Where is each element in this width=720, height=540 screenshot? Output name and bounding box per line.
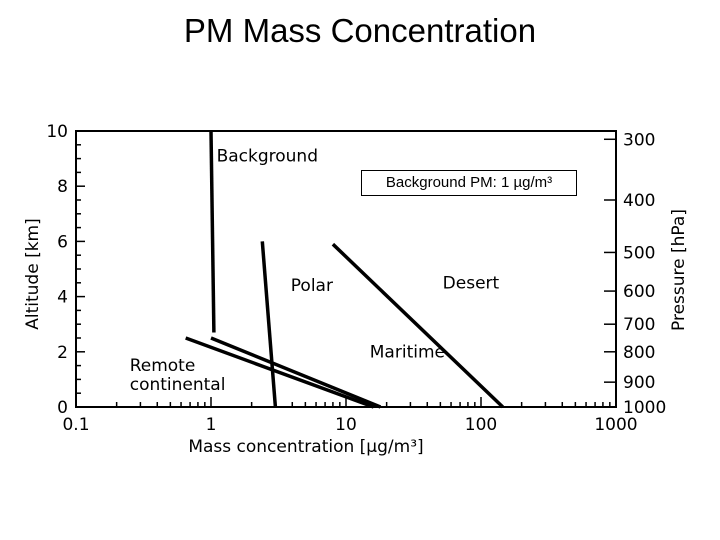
y-tick-label: 4 xyxy=(57,288,68,308)
series-label-remote-continental: Remote continental xyxy=(130,356,226,395)
y-tick-label: 10 xyxy=(46,122,68,142)
series-label-background: Background xyxy=(217,146,318,166)
x-tick-label: 100 xyxy=(465,415,497,435)
series-line-background xyxy=(209,130,216,333)
series-line-polar xyxy=(260,241,278,408)
series-label-maritime: Maritime xyxy=(370,342,445,362)
x-tick-label: 1 xyxy=(206,415,217,435)
y-tick-label: 8 xyxy=(57,177,68,197)
pressure-tick-label: 600 xyxy=(623,282,655,302)
pressure-tick-label: 1000 xyxy=(623,398,666,418)
y-tick-label: 2 xyxy=(57,343,68,363)
y-axis-label: Altitude [km] xyxy=(23,218,43,330)
pressure-tick-label: 500 xyxy=(623,243,655,263)
series-label-desert: Desert xyxy=(443,273,500,293)
y-tick-label: 6 xyxy=(57,232,68,252)
background-pm-note: Background PM: 1 µg/m³ xyxy=(361,170,577,196)
page-title: PM Mass Concentration xyxy=(183,12,537,49)
pressure-tick-label: 400 xyxy=(623,191,655,211)
x-tick-label: 1000 xyxy=(594,415,637,435)
y2-axis-label: Pressure [hPa] xyxy=(669,209,689,331)
pressure-tick-label: 800 xyxy=(623,343,655,363)
x-tick-label: 10 xyxy=(335,415,357,435)
series-label-polar: Polar xyxy=(291,276,333,296)
x-axis-label: Mass concentration [µg/m³] xyxy=(188,437,423,457)
x-tick-label: 0.1 xyxy=(62,415,89,435)
pressure-tick-label: 300 xyxy=(623,130,655,150)
series-line-maritime xyxy=(210,336,382,409)
pressure-tick-label: 700 xyxy=(623,315,655,335)
pressure-tick-label: 900 xyxy=(623,373,655,393)
y-tick-label: 0 xyxy=(57,398,68,418)
series-line-remote-continental xyxy=(185,336,375,409)
series-line-desert xyxy=(331,242,505,409)
